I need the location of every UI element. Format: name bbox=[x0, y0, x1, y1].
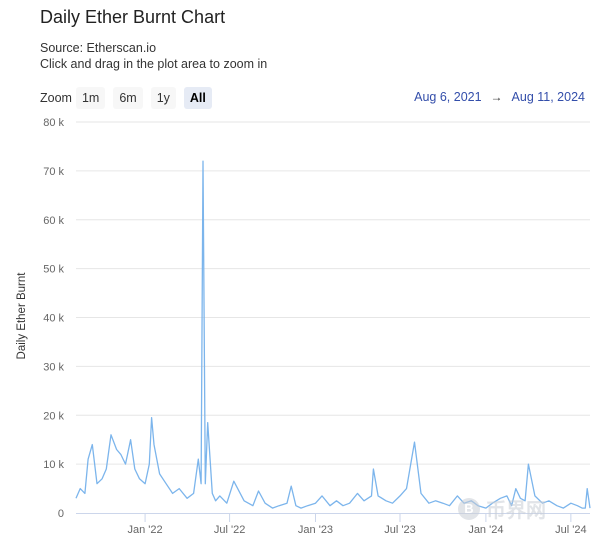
watermark: B 币界网 bbox=[458, 494, 546, 523]
range-from-date[interactable]: Aug 6, 2021 bbox=[414, 90, 482, 104]
series-group bbox=[75, 160, 591, 509]
y-tick-label: 20 k bbox=[43, 410, 64, 422]
y-tick-label: 10 k bbox=[43, 459, 64, 471]
zoom-6m-button[interactable]: 6m bbox=[113, 87, 143, 109]
y-tick-label: 0 bbox=[58, 508, 64, 520]
series-line bbox=[75, 160, 591, 509]
zoom-all-button[interactable]: All bbox=[183, 87, 212, 109]
x-tick-label: Jul '23 bbox=[384, 524, 415, 536]
x-tick-label: Jan '23 bbox=[298, 524, 333, 536]
watermark-text: 币界网 bbox=[486, 500, 546, 522]
y-tick-label: 80 k bbox=[43, 117, 64, 129]
bitcoin-logo-icon: B bbox=[458, 497, 480, 520]
arrow-right-icon: → bbox=[490, 90, 503, 104]
zoom-instruction-text: Click and drag in the plot area to zoom … bbox=[40, 57, 268, 71]
date-range: Aug 6, 2021 → Aug 11, 2024 bbox=[414, 90, 585, 104]
source-text: Source: Etherscan.io bbox=[40, 41, 157, 55]
zoom-1m-button[interactable]: 1m bbox=[75, 87, 106, 109]
x-tick-label: Jan '22 bbox=[128, 524, 163, 536]
y-tick-label: 70 k bbox=[43, 166, 64, 178]
x-axis-ticks: Jan '22 Jul '22 Jan '23 Jul '23 Jan '24 Jul '… bbox=[128, 513, 587, 536]
x-tick-label: Jan '24 bbox=[468, 524, 503, 536]
zoom-1y-button[interactable]: 1y bbox=[150, 87, 176, 109]
range-to-date[interactable]: Aug 11, 2024 bbox=[511, 90, 585, 104]
chart-subtitle: Source: Etherscan.io Click and drag in t… bbox=[40, 40, 267, 72]
x-tick-label: Jul '24 bbox=[555, 524, 586, 536]
y-tick-label: 30 k bbox=[43, 361, 64, 373]
y-tick-label: 60 k bbox=[43, 215, 64, 227]
y-axis-ticks: 0 10 k 20 k 30 k 40 k 50 k 60 k 70 k 80 k bbox=[43, 117, 64, 520]
y-tick-label: 40 k bbox=[43, 313, 64, 325]
x-tick-label: Jul '22 bbox=[214, 524, 245, 536]
grid-lines bbox=[76, 121, 590, 514]
zoom-label: Zoom bbox=[40, 91, 72, 105]
chart-title: Daily Ether Burnt Chart bbox=[40, 7, 226, 27]
zoom-selector: Zoom 1m 6m 1y All bbox=[40, 87, 220, 109]
y-tick-label: 50 k bbox=[43, 264, 64, 276]
